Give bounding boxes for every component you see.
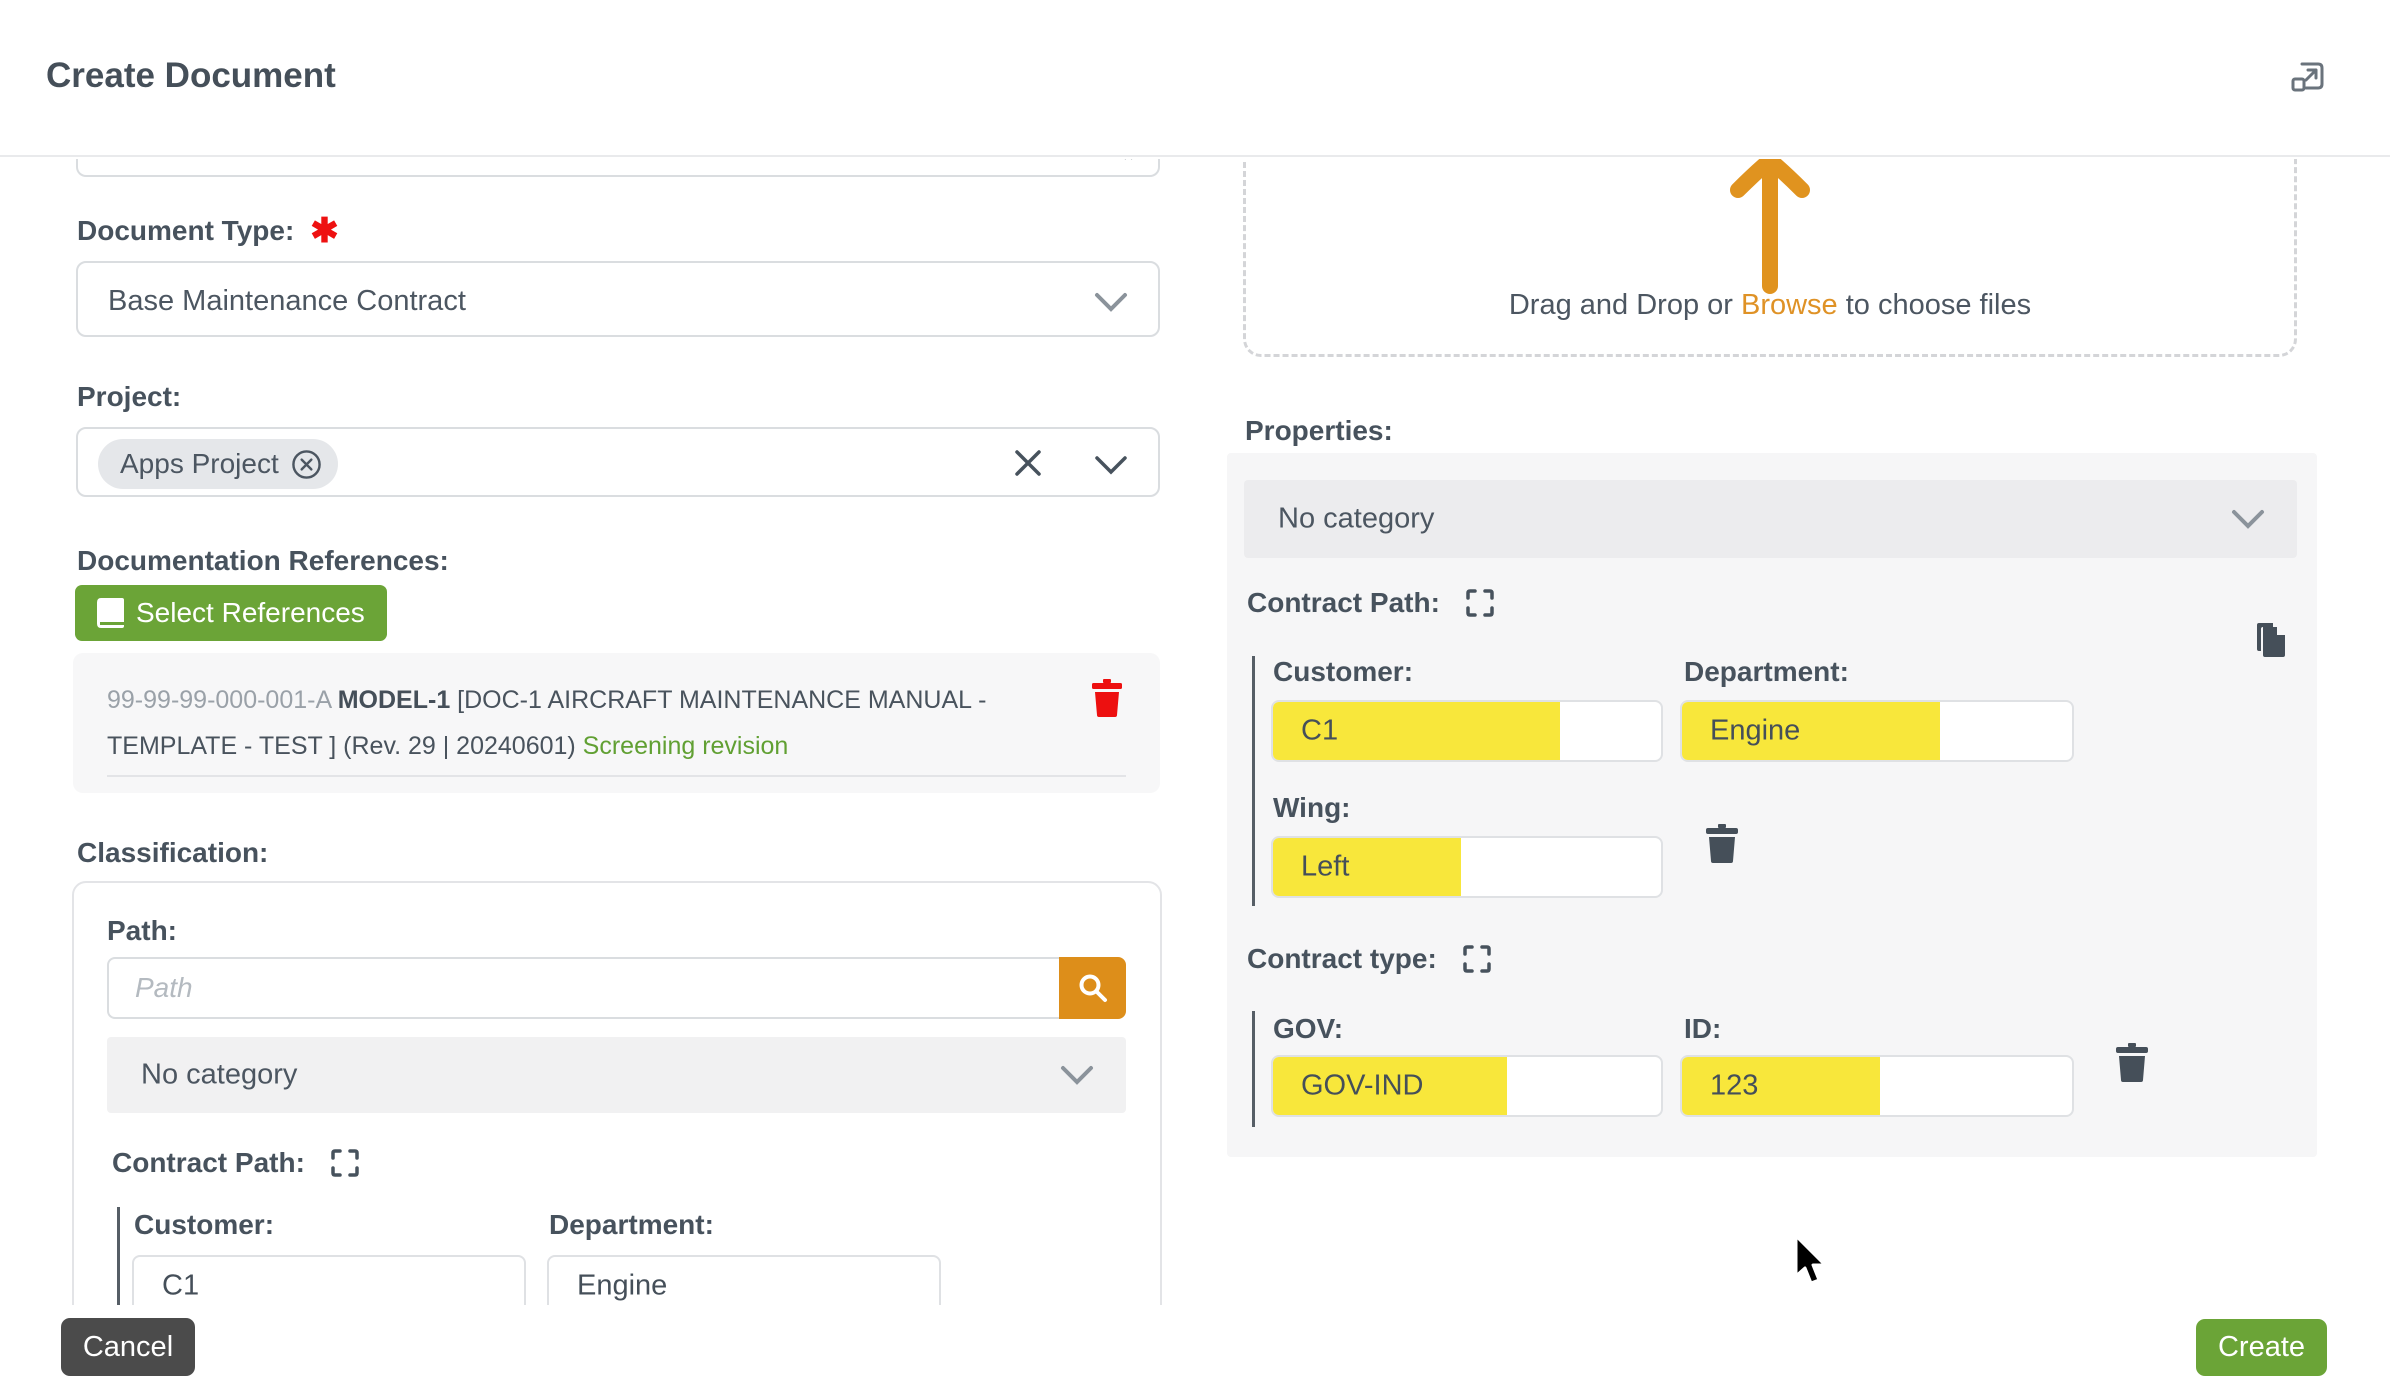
project-label: Project: [77,381,182,412]
expand-section-icon[interactable] [1466,589,1494,617]
contract-path-header: Contract Path: [1247,587,1494,619]
highlight [1682,1057,1880,1115]
contract-type-label: Contract type: [1247,943,1437,974]
id-field[interactable]: 123 [1680,1055,2074,1117]
modal-header: Create Document [0,0,2390,157]
path-search-button[interactable] [1059,957,1126,1019]
chevron-down-icon [1095,293,1127,312]
path-search-row [107,957,1126,1019]
classification-label: Classification: [77,837,269,868]
expand-window-icon[interactable] [2288,58,2328,98]
reference-item: 99-99-99-000-001-A MODEL-1 [DOC-1 AIRCRA… [73,653,1160,793]
contract-path-group: Customer: Department: C1 Engine [117,1207,1117,1305]
reference-id: 99-99-99-000-001-A [107,686,338,714]
clear-selection-icon[interactable] [1012,447,1044,479]
reference-model: MODEL-1 [337,686,451,714]
delete-reference-icon[interactable] [1092,679,1122,717]
department-field[interactable]: Engine [547,1255,941,1305]
expand-section-icon[interactable] [331,1149,359,1177]
wing-label: Wing: [1273,792,1351,823]
dropzone-text: Drag and Drop or Browse to choose files [1508,289,2032,321]
chevron-down-icon[interactable] [1094,454,1128,476]
properties-panel: No category Contract Path: Customer: Dep… [1227,453,2317,1157]
chip-remove-icon[interactable] [291,449,322,480]
document-type-label: Document Type: ✱ [77,212,339,250]
upload-properties-column: Drag and Drop or Browse to choose files … [1227,159,2327,1305]
modal-body: '' Document Type: ✱ Base Maintenance Cont… [0,159,2390,1305]
reference-title: [DOC-1 AIRCRAFT MAINTENANCE MANUAL - TEM… [107,686,987,760]
chevron-down-icon [2232,510,2264,529]
project-chip: Apps Project [98,439,338,489]
search-icon [1079,974,1107,1002]
form-column: '' Document Type: ✱ Base Maintenance Cont… [46,159,1186,1305]
highlight [1273,838,1461,896]
category-value: No category [1278,502,1435,535]
screening-revision-link[interactable]: Screening revision [582,732,789,760]
documentation-references-label: Documentation References: [77,545,449,576]
properties-category-dropdown[interactable]: No category [1244,480,2297,558]
highlight [1682,702,1940,760]
department-label: Department: [549,1209,714,1240]
classification-category-dropdown[interactable]: No category [107,1037,1126,1113]
path-input[interactable] [107,957,1059,1019]
project-chip-label: Apps Project [120,448,279,479]
customer-field[interactable]: C1 [1271,700,1663,762]
document-type-value: Base Maintenance Contract [108,285,466,317]
browse-link[interactable]: Browse [1740,289,1838,321]
path-label: Path: [107,915,177,946]
customer-field[interactable]: C1 [132,1255,526,1305]
wing-field[interactable]: Left [1271,836,1663,898]
page-title: Create Document [46,56,336,95]
classification-box: Path: No category Contract Path: Cus [72,881,1162,1305]
cut-off-field[interactable]: '' [76,159,1160,177]
id-label: ID: [1684,1013,1722,1044]
customer-label: Customer: [1273,656,1414,687]
gov-field[interactable]: GOV-IND [1271,1055,1663,1117]
highlight [1273,702,1560,760]
contract-path-header: Contract Path: [112,1147,359,1179]
book-icon [97,598,124,628]
cancel-button[interactable]: Cancel [61,1318,195,1376]
select-references-button[interactable]: Select References [75,585,387,641]
contract-type-group: GOV: ID: GOV-IND 123 [1252,1011,2252,1127]
expand-section-icon[interactable] [1463,945,1491,973]
department-label: Department: [1684,656,1849,687]
contract-type-header: Contract type: [1247,943,1491,975]
document-type-select[interactable]: Base Maintenance Contract [76,261,1160,337]
category-value: No category [141,1058,298,1091]
contract-path-label: Contract Path: [112,1147,305,1178]
reference-divider [107,775,1126,777]
file-dropzone[interactable]: Drag and Drop or Browse to choose files [1243,159,2297,357]
chevron-down-icon [1061,1066,1093,1085]
copy-properties-icon[interactable] [2253,619,2289,659]
project-select[interactable]: Apps Project [76,427,1160,497]
gov-label: GOV: [1273,1013,1344,1044]
required-asterisk: ✱ [310,212,339,250]
upload-arrow-icon [1730,159,1810,294]
reference-text: 99-99-99-000-001-A MODEL-1 [DOC-1 AIRCRA… [107,677,1067,769]
select-references-label: Select References [136,597,365,628]
delete-contract-type-icon[interactable] [2116,1043,2148,1083]
highlight [1273,1057,1507,1115]
create-button[interactable]: Create [2196,1319,2327,1376]
customer-label: Customer: [134,1209,275,1240]
department-field[interactable]: Engine [1680,700,2074,762]
delete-contract-path-icon[interactable] [1706,824,1738,864]
cut-off-chevron-icon: '' [1123,159,1136,171]
contract-path-label: Contract Path: [1247,587,1440,618]
properties-label: Properties: [1245,415,1393,446]
contract-path-group: Customer: Department: C1 Engine Wing: Le… [1252,656,2252,906]
